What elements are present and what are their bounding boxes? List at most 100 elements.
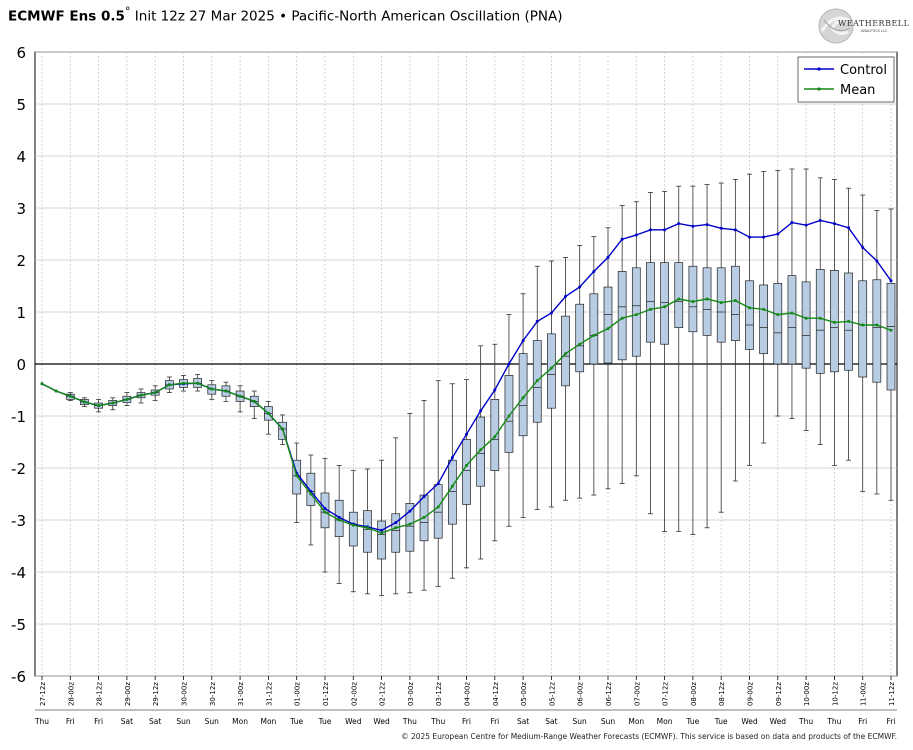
- x-day-label: Sun: [205, 717, 220, 726]
- mean-point: [323, 510, 327, 514]
- y-tick-label: -1: [11, 408, 26, 426]
- control-point: [691, 224, 695, 228]
- control-point: [535, 319, 539, 323]
- x-day-label: Thu: [34, 717, 49, 726]
- iqr-box: [674, 262, 684, 328]
- control-point: [790, 221, 794, 225]
- mean-point: [351, 523, 355, 527]
- control-point: [648, 228, 652, 232]
- x-tick-label: 02-12z: [379, 682, 387, 706]
- x-day-label: Thu: [826, 717, 841, 726]
- x-tick-label: 11-12z: [888, 682, 896, 706]
- mean-point: [861, 323, 865, 327]
- x-tick-label: 02-00z: [350, 682, 358, 706]
- x-tick-label: 01-00z: [294, 682, 302, 706]
- x-tick-label: 06-00z: [577, 682, 585, 706]
- iqr-box: [433, 484, 443, 539]
- mean-point: [238, 394, 242, 398]
- control-point: [408, 509, 412, 513]
- mean-point: [97, 404, 101, 408]
- weatherbell-logo: WEATHERBELL ANALYTICS LLC: [812, 6, 909, 46]
- x-day-label: Sun: [573, 717, 588, 726]
- x-day-label: Tue: [318, 717, 332, 726]
- control-point: [578, 285, 582, 289]
- x-day-label: Wed: [345, 717, 362, 726]
- iqr-box: [787, 275, 797, 365]
- control-point: [677, 222, 681, 226]
- iqr-box: [872, 279, 882, 383]
- control-point: [634, 233, 638, 237]
- x-day-label: Sun: [176, 717, 191, 726]
- control-point: [875, 259, 879, 263]
- x-day-label: Fri: [66, 717, 75, 726]
- mean-point: [337, 518, 341, 522]
- x-tick-label: 04-12z: [492, 682, 500, 706]
- mean-point: [422, 515, 426, 519]
- mean-point: [139, 393, 143, 397]
- y-tick-label: 6: [16, 44, 26, 62]
- mean-point: [252, 399, 256, 403]
- x-tick-label: 10-12z: [831, 682, 839, 706]
- y-tick-label: -6: [11, 668, 26, 686]
- mean-point: [365, 526, 369, 530]
- x-tick-label: 05-00z: [520, 682, 528, 706]
- mean-point: [804, 316, 808, 320]
- iqr-box: [617, 271, 627, 361]
- x-day-label: Thu: [430, 717, 445, 726]
- mean-point: [677, 297, 681, 301]
- iqr-box: [405, 503, 415, 552]
- x-day-label: Wed: [373, 717, 390, 726]
- control-point: [663, 228, 667, 232]
- control-point: [818, 218, 822, 222]
- iqr-box: [858, 280, 868, 378]
- control-point: [465, 432, 468, 436]
- iqr-box: [646, 262, 655, 343]
- index-name: Pacific-North American Oscillation (PNA): [291, 8, 563, 25]
- mean-point: [776, 313, 780, 317]
- mean-point: [705, 297, 709, 301]
- control-point: [719, 226, 723, 230]
- legend-box: [797, 56, 895, 103]
- y-tick-label: 2: [16, 252, 26, 270]
- x-tick-label: 29-00z: [124, 682, 132, 706]
- mean-point: [266, 411, 270, 415]
- control-point: [507, 362, 511, 366]
- mean-point: [691, 300, 695, 304]
- legend-marker-control: [817, 67, 821, 71]
- x-day-label: Fri: [490, 717, 499, 726]
- iqr-box: [815, 269, 825, 374]
- mean-point: [564, 352, 568, 356]
- control-point: [521, 339, 525, 343]
- x-tick-label: 01-12z: [322, 682, 330, 706]
- iqr-box: [462, 439, 471, 505]
- mean-point: [408, 522, 412, 526]
- chart-title: ECMWF Ens 0.5° Init 12z 27 Mar 2025 • Pa…: [8, 5, 563, 25]
- mean-point: [125, 397, 129, 401]
- x-day-label: Fri: [462, 717, 471, 726]
- control-point: [847, 226, 851, 230]
- mean-point: [40, 382, 44, 386]
- mean-point: [479, 448, 483, 452]
- mean-point: [762, 307, 766, 311]
- mean-point: [295, 474, 299, 478]
- mean-point: [663, 305, 667, 309]
- mean-point: [733, 299, 737, 303]
- control-point: [493, 388, 497, 392]
- x-day-label: Wed: [741, 717, 758, 726]
- mean-point: [620, 316, 624, 320]
- control-point: [564, 294, 568, 298]
- x-tick-label: 30-12z: [209, 682, 217, 706]
- mean-point: [196, 381, 200, 385]
- x-tick-label: 31-12z: [265, 682, 273, 706]
- x-day-label: Wed: [770, 717, 787, 726]
- x-tick-label: 29-12z: [152, 682, 160, 706]
- x-day-label: Mon: [260, 717, 276, 726]
- control-point: [422, 495, 426, 499]
- mean-point: [648, 307, 652, 311]
- copyright-footer: © 2025 European Centre for Medium-Range …: [401, 732, 897, 741]
- mean-point: [493, 435, 497, 439]
- x-day-label: Fri: [94, 717, 103, 726]
- iqr-box: [730, 265, 740, 341]
- x-tick-label: 05-12z: [548, 682, 556, 706]
